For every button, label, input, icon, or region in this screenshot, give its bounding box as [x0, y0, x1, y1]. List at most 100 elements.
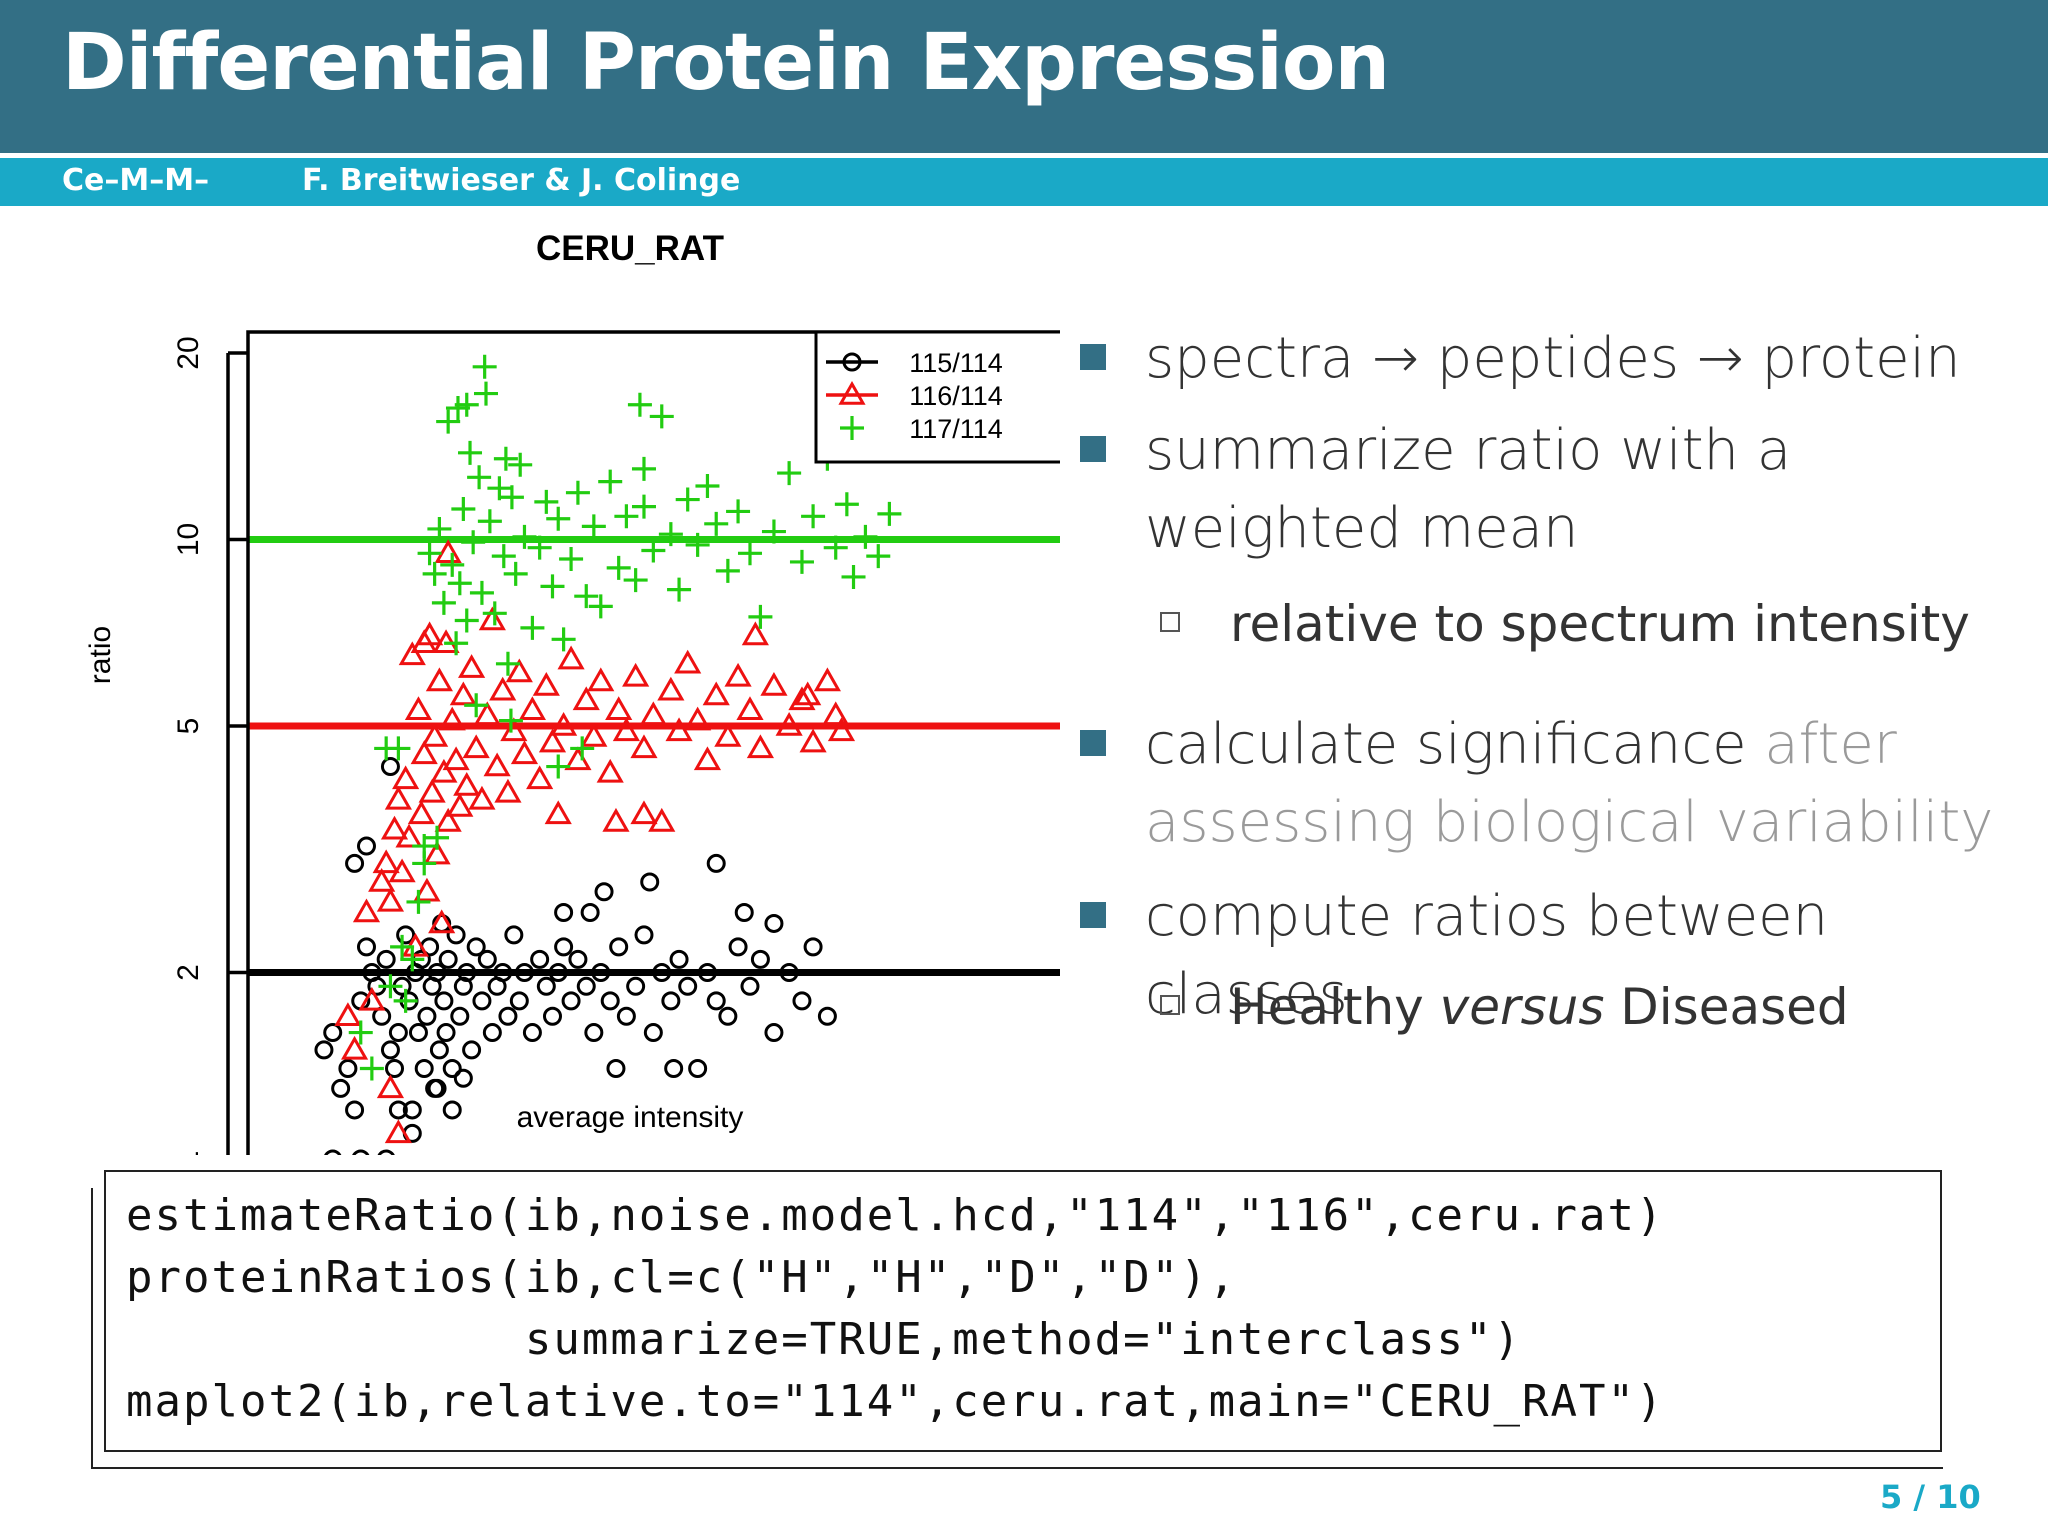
data-point-117-114	[540, 574, 565, 599]
data-point-117-114	[467, 465, 492, 490]
data-point-116-114	[657, 676, 685, 701]
bullet-text: summarize ratio with a weighted mean	[1145, 418, 1792, 561]
data-point-116-114	[449, 681, 477, 706]
data-point-115-114	[616, 1006, 636, 1026]
data-point-115-114	[450, 1006, 470, 1026]
bullet-marker-icon	[1080, 344, 1106, 370]
data-point-117-114	[508, 452, 533, 477]
data-point-116-114	[483, 752, 511, 777]
data-point-117-114	[581, 514, 606, 539]
data-point-116-114	[384, 785, 412, 810]
data-point-116-114	[532, 672, 560, 696]
data-point-115-114	[457, 963, 477, 983]
data-point-115-114	[536, 976, 556, 996]
data-point-116-114	[639, 701, 667, 726]
data-point-117-114	[737, 541, 762, 566]
data-point-115-114	[734, 902, 754, 922]
bullet-text: calculate significance after assessing b…	[1145, 706, 2025, 862]
data-point-116-114	[714, 722, 742, 747]
sub-bullet-text-a: Healthy	[1230, 978, 1440, 1036]
data-point-117-114	[777, 461, 802, 486]
data-point-115-114	[376, 949, 396, 969]
data-point-117-114	[559, 547, 584, 572]
data-point-115-114	[640, 872, 660, 892]
legend-label: 116/114	[909, 381, 1003, 411]
data-point-116-114	[404, 696, 433, 721]
data-point-115-114	[356, 937, 376, 957]
data-point-117-114	[527, 535, 552, 560]
data-point-117-114	[406, 889, 431, 914]
sub-bullet-text: Healthy versus Diseased	[1230, 973, 2048, 1041]
data-point-116-114	[413, 877, 441, 902]
data-point-115-114	[434, 991, 454, 1011]
data-point-116-114	[587, 667, 615, 692]
data-point-115-114	[446, 925, 466, 945]
chart-points	[314, 354, 902, 1155]
data-point-115-114	[380, 1040, 400, 1060]
data-point-116-114	[407, 800, 435, 825]
data-point-117-114	[469, 580, 494, 605]
data-point-116-114	[473, 701, 501, 726]
legend-marker-116-114	[838, 380, 866, 405]
data-point-116-114	[544, 800, 572, 825]
data-point-115-114	[429, 1040, 449, 1060]
code-box: estimateRatio(ib,noise.model.hcd,"114","…	[104, 1170, 1942, 1452]
data-point-117-114	[704, 511, 729, 536]
data-point-116-114	[372, 849, 400, 874]
data-point-117-114	[588, 594, 613, 619]
data-point-117-114	[440, 552, 465, 577]
data-point-117-114	[422, 561, 447, 586]
data-point-117-114	[386, 736, 411, 761]
data-point-117-114	[495, 651, 520, 676]
bullet-text-muted: after assessing biological variability	[1145, 712, 1994, 855]
sub-bullet-text: relative to spectrum intensity	[1230, 595, 1970, 653]
data-point-117-114	[445, 396, 470, 421]
data-point-116-114	[648, 807, 676, 832]
bullet-text: compute ratios between classes	[1145, 884, 1829, 1027]
legend-label: 115/114	[909, 348, 1003, 378]
data-point-115-114	[498, 1006, 518, 1026]
data-point-116-114	[813, 667, 841, 692]
bullet-text-dark: calculate significance	[1145, 712, 1765, 777]
data-point-117-114	[574, 584, 599, 609]
data-point-117-114	[472, 354, 497, 379]
data-point-117-114	[427, 516, 452, 541]
data-point-115-114	[764, 913, 784, 933]
data-point-116-114	[596, 758, 624, 783]
chart-axes: 5e+025e+035e+045e+055e+061251020	[172, 336, 248, 1155]
data-point-115-114	[634, 925, 654, 945]
data-point-115-114	[356, 836, 376, 856]
data-point-117-114	[866, 544, 891, 569]
data-point-117-114	[431, 590, 456, 615]
data-point-115-114	[388, 1023, 408, 1043]
data-point-117-114	[667, 577, 692, 602]
data-point-115-114	[388, 1100, 408, 1120]
data-point-116-114	[746, 734, 774, 759]
data-point-116-114	[630, 734, 658, 759]
data-point-117-114	[546, 754, 571, 779]
data-point-116-114	[418, 778, 446, 803]
data-point-115-114	[554, 937, 574, 957]
data-point-115-114	[706, 991, 726, 1011]
y-tick-label: 2	[172, 964, 205, 981]
data-point-115-114	[442, 1100, 462, 1120]
data-point-116-114	[612, 717, 640, 742]
data-point-116-114	[398, 641, 426, 666]
data-point-116-114	[442, 746, 470, 771]
data-point-116-114	[410, 740, 438, 765]
data-point-117-114	[801, 504, 826, 529]
data-point-117-114	[789, 549, 814, 574]
data-point-116-114	[702, 681, 730, 706]
data-point-116-114	[423, 840, 451, 865]
data-point-117-114	[458, 440, 483, 465]
data-point-115-114	[380, 757, 400, 777]
data-point-115-114	[609, 937, 629, 957]
data-point-117-114	[417, 541, 442, 566]
data-point-116-114	[438, 706, 466, 731]
data-point-116-114	[462, 734, 490, 759]
data-point-115-114	[314, 1040, 334, 1060]
data-point-116-114	[538, 728, 567, 753]
data-point-117-114	[348, 1020, 373, 1045]
data-point-117-114	[551, 627, 576, 652]
